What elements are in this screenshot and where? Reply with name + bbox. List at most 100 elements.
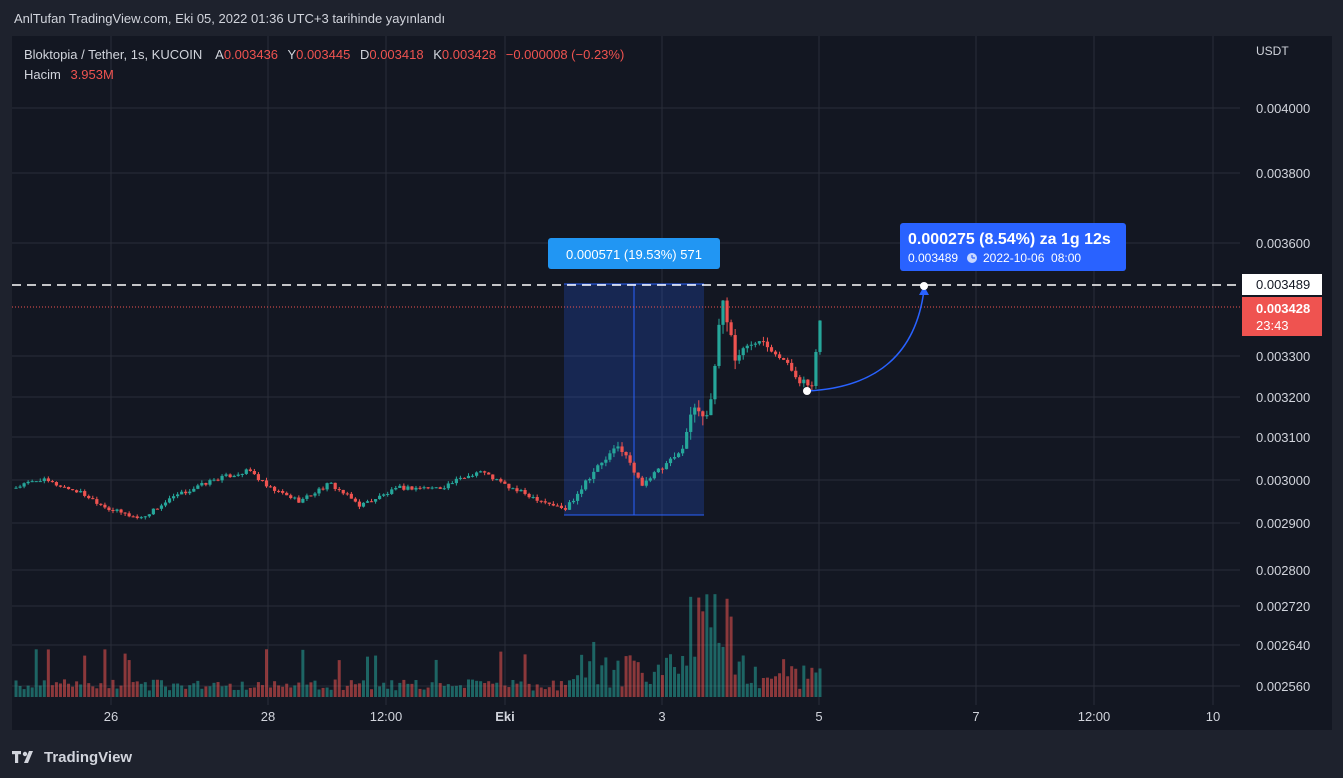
candle-body	[676, 453, 681, 458]
volume-bar	[770, 678, 773, 697]
price-tick-label: 0.003200	[1256, 390, 1310, 405]
price-axis[interactable]: 0.004000 0.003800 0.003600 0.003300 0.003200…	[1256, 101, 1310, 694]
volume-bar	[260, 685, 264, 697]
candle-body	[636, 472, 640, 478]
volume-bar	[733, 674, 737, 697]
projection-end-point[interactable]	[920, 282, 928, 290]
candle-body	[551, 503, 555, 506]
candle-body	[741, 348, 745, 356]
legend-volume-label: Hacim	[24, 67, 61, 82]
projection-label-main: 0.000275 (8.54%) za 1g 12s	[908, 231, 1111, 248]
candle-body	[580, 489, 584, 494]
volume-bar	[616, 660, 620, 697]
candle-body	[592, 471, 596, 479]
volume-bar	[802, 665, 806, 697]
candle-body	[559, 505, 564, 509]
candle-body	[34, 481, 38, 483]
candle-body	[571, 500, 576, 503]
candle-body	[810, 385, 814, 387]
legend-change: −0.000008 (−0.23%)	[506, 47, 625, 62]
candle-body	[773, 351, 778, 355]
chart-frame[interactable]	[12, 36, 1332, 730]
candle-body	[555, 505, 559, 507]
candle-body	[438, 487, 442, 489]
volume-bar	[765, 677, 769, 697]
legend-open-value: 0.003436	[224, 47, 278, 62]
volume-bar	[200, 688, 204, 697]
candle-body	[410, 486, 414, 490]
candle-body	[357, 501, 362, 507]
candle-body	[151, 508, 155, 515]
range-label[interactable]: 0.000571 (19.53%) 571	[548, 238, 720, 269]
candle-body	[487, 472, 491, 475]
volume-bar	[317, 689, 321, 697]
candle-body	[180, 491, 184, 495]
candle-body	[244, 469, 248, 474]
candle-body	[260, 480, 265, 482]
candle-body	[656, 468, 660, 473]
volume-bar	[681, 655, 685, 697]
volume-bar	[563, 684, 567, 697]
candle-body	[321, 488, 325, 490]
volume-bar	[208, 686, 212, 697]
volume-bar	[669, 654, 672, 697]
candle-body	[188, 491, 192, 494]
candle-body	[232, 475, 236, 478]
candle-body	[697, 407, 701, 412]
candle-body	[159, 505, 164, 509]
candle-body	[220, 475, 224, 481]
volume-bar	[151, 679, 155, 697]
candle-body	[596, 465, 600, 472]
candle-body	[737, 355, 741, 361]
candle-body	[30, 481, 34, 483]
volume-bar	[410, 683, 414, 697]
candle-body	[725, 300, 729, 323]
candle-body	[450, 483, 454, 485]
candle-body	[761, 341, 766, 343]
candle-body	[99, 503, 103, 505]
projection-start-point[interactable]	[803, 387, 811, 395]
volume-bar	[495, 682, 499, 697]
volume-bar	[600, 665, 604, 697]
volume-bar	[337, 660, 341, 697]
time-axis[interactable]: 26 28 12:00 Eki 3 5 7 12:00 10	[104, 709, 1220, 724]
candle-body	[454, 478, 458, 484]
projection-tool[interactable]	[803, 282, 929, 395]
legend-close-value: 0.003428	[442, 47, 496, 62]
candle-body	[547, 502, 551, 504]
volume-bar	[580, 654, 584, 697]
volume-bar	[515, 683, 519, 697]
price-range-tool[interactable]	[564, 283, 704, 516]
candle-body	[523, 489, 527, 494]
volume-bar	[531, 690, 535, 697]
volume-bar	[790, 666, 794, 697]
volume-bar	[458, 685, 462, 697]
volume-bar	[604, 657, 608, 697]
volume-bar	[535, 684, 539, 697]
volume-bar	[709, 627, 713, 697]
volume-bar	[204, 686, 208, 697]
candle-body	[115, 509, 119, 511]
candle-body	[519, 489, 523, 492]
volume-bar	[632, 660, 636, 697]
volume-bar	[42, 680, 46, 697]
candle-body	[442, 488, 446, 490]
candle-body	[167, 498, 172, 503]
volume-bar	[426, 687, 430, 697]
volume-bar	[224, 685, 228, 697]
volume-bar	[87, 683, 91, 697]
volume-bar	[547, 687, 551, 697]
volume-bar	[818, 668, 822, 697]
projection-label[interactable]: 0.000275 (8.54%) za 1g 12s 0.003489 2022…	[900, 223, 1126, 271]
volume-bar	[188, 685, 192, 697]
volume-bar	[576, 675, 580, 697]
volume-bar	[273, 681, 277, 697]
candle-body	[382, 494, 386, 496]
volume-bar	[281, 686, 285, 697]
legend-ohlc: Bloktopia / Tether, 1s, KUCOIN A0.003436…	[24, 47, 624, 62]
candle-body	[369, 501, 374, 503]
candle-body	[200, 483, 204, 486]
candle-body	[769, 347, 774, 352]
legend-low-key: D	[360, 47, 369, 62]
